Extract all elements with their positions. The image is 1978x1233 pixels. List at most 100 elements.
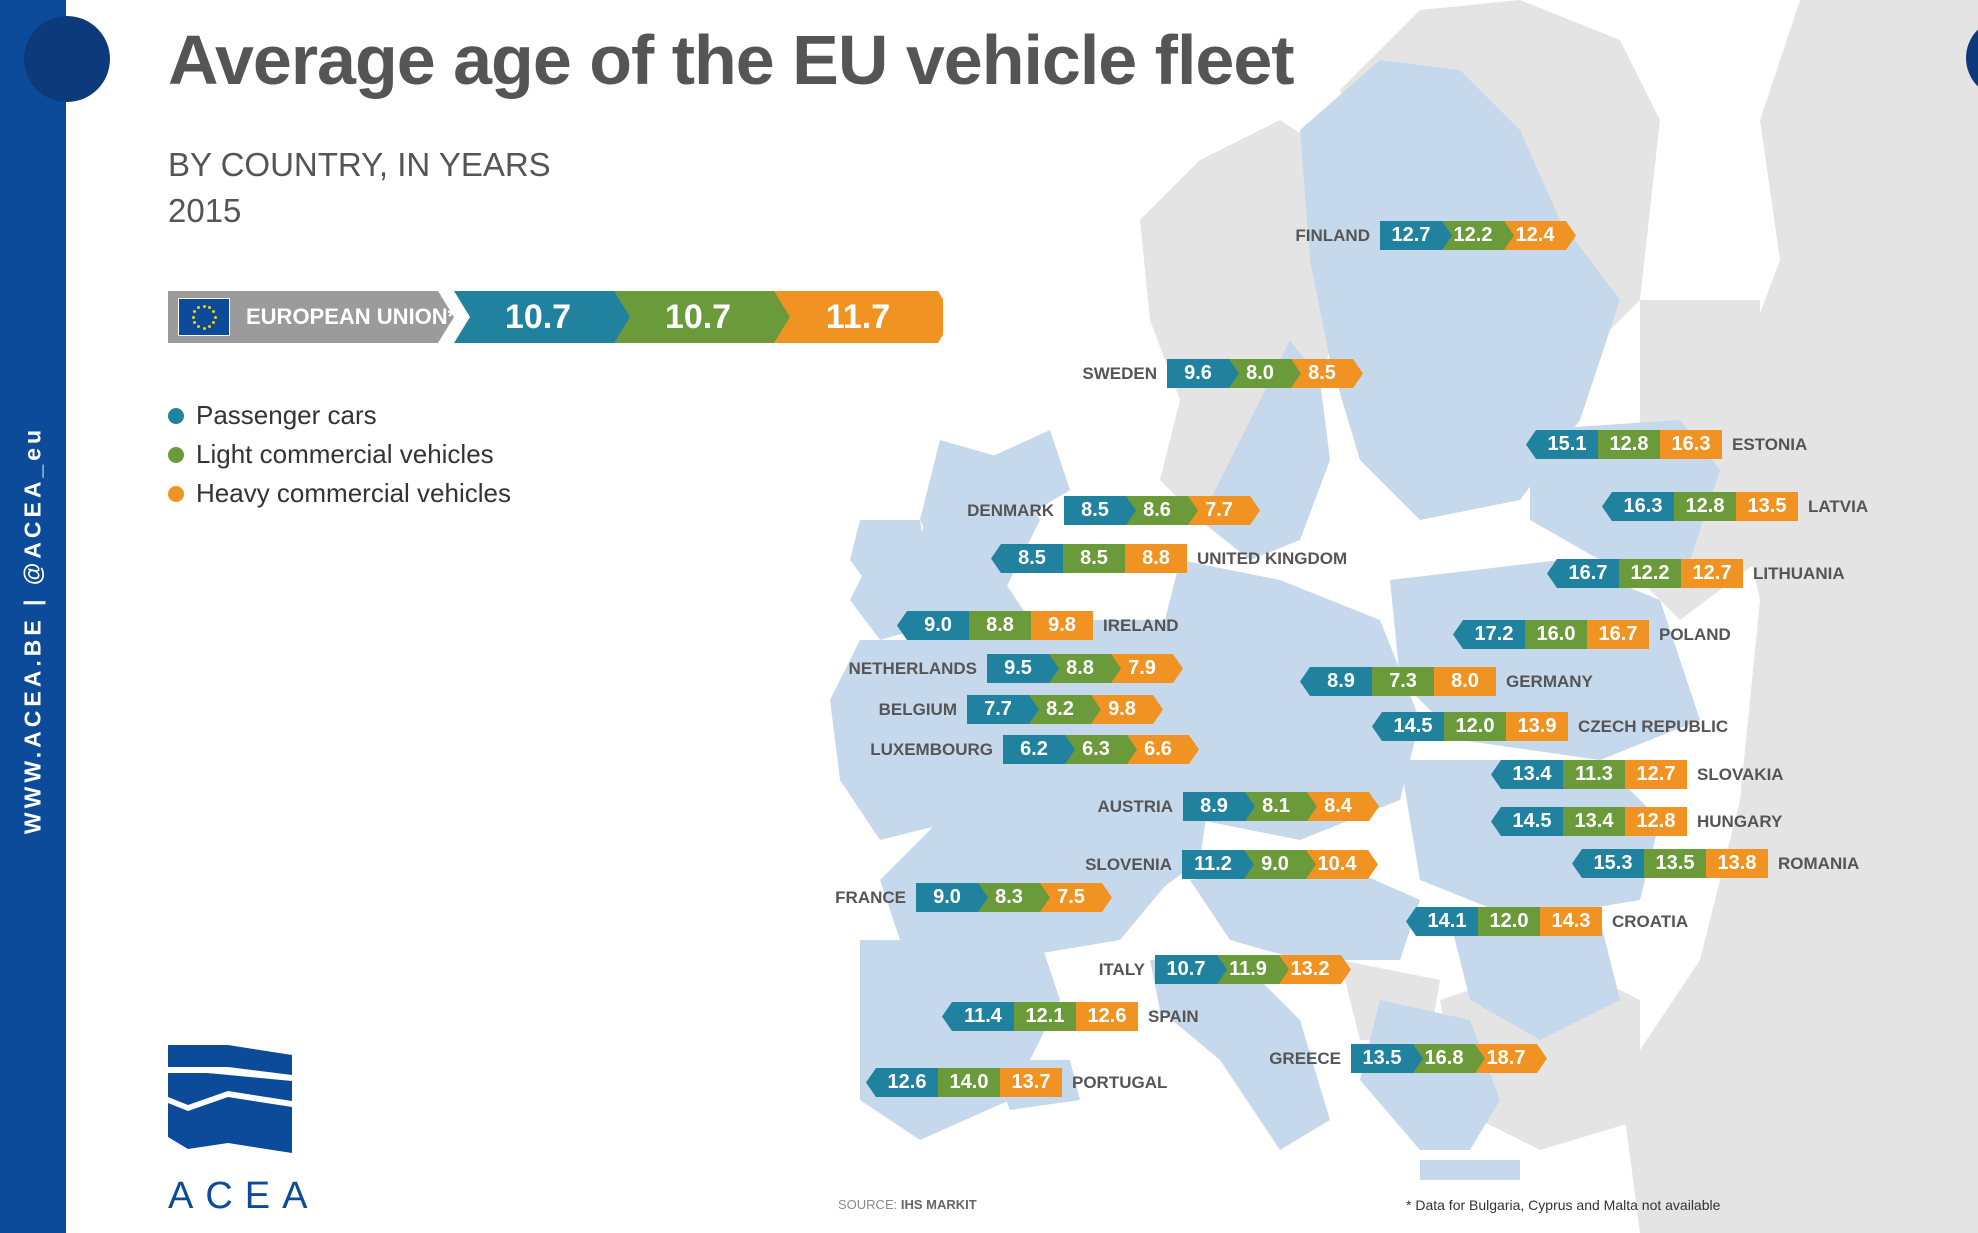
light-value: 16.0 (1536, 623, 1576, 645)
eu-passenger-value: 10.7 (504, 297, 572, 336)
country-name: FINLAND (1295, 226, 1370, 245)
country-chevrons (1406, 907, 1602, 936)
heavy-value: 7.5 (1057, 886, 1085, 908)
light-chevron (1588, 430, 1660, 459)
light-chevron (1229, 359, 1301, 388)
passenger-chevron (1182, 850, 1254, 879)
eu-star (197, 305, 200, 309)
eu-star (212, 310, 216, 313)
light-chevron (1245, 792, 1317, 821)
passenger-chevron (942, 1002, 1014, 1031)
country-chevrons (1526, 430, 1722, 459)
country-chevrons (1155, 955, 1351, 984)
country-name: DENMARK (967, 501, 1054, 520)
passenger-value: 7.7 (984, 698, 1012, 720)
light-chevron (1515, 620, 1587, 649)
light-value: 8.3 (995, 886, 1023, 908)
light-value: 8.8 (986, 614, 1014, 636)
passenger-chevron (1155, 955, 1227, 984)
country-name: BELGIUM (878, 700, 957, 719)
country-name: LATVIA (1808, 497, 1869, 516)
light-chevron (1442, 221, 1514, 250)
country-chevrons (1183, 792, 1379, 821)
heavy-value: 12.8 (1636, 810, 1676, 832)
country-chevrons (1351, 1044, 1547, 1073)
eu-label: EUROPEAN UNION* (246, 304, 457, 329)
light-chevron (928, 1068, 1000, 1097)
heavy-chevron (1111, 654, 1183, 683)
passenger-chevron (1491, 760, 1563, 789)
legend-item-light: Light commercial vehicles (168, 435, 511, 474)
passenger-value: 12.7 (1391, 224, 1431, 246)
eu-star (202, 326, 206, 330)
country-name: POLAND (1659, 625, 1731, 644)
light-value: 8.6 (1143, 499, 1171, 521)
country-luxembourg: 6.2 6.3 6.6 LUXEMBOURG (870, 735, 1199, 764)
passenger-chevron (1372, 712, 1444, 741)
heavy-value: 9.8 (1108, 698, 1136, 720)
light-value: 12.0 (1455, 715, 1495, 737)
passenger-value: 14.5 (1512, 810, 1552, 832)
light-value: 11.9 (1229, 958, 1267, 980)
light-value: 8.1 (1262, 795, 1290, 817)
country-name: SLOVENIA (1085, 855, 1172, 874)
passenger-chevron (1547, 559, 1619, 588)
passenger-chevron (1602, 492, 1674, 521)
light-value: 13.4 (1574, 810, 1614, 832)
light-chevron (1553, 807, 1625, 836)
country-chevrons (1547, 559, 1743, 588)
passenger-chevron (866, 1068, 938, 1097)
country-belgium: 7.7 8.2 9.8 BELGIUM (879, 695, 1163, 724)
heavy-chevron (1188, 496, 1260, 525)
heavy-value: 12.4 (1515, 224, 1555, 246)
light-value: 16.8 (1424, 1047, 1464, 1069)
passenger-chevron (1453, 620, 1525, 649)
country-france: 9.0 8.3 7.5 FRANCE (835, 883, 1112, 912)
heavy-chevron (1650, 430, 1722, 459)
eu-star (197, 325, 200, 329)
passenger-chevron (1167, 359, 1239, 388)
light-value: 9.0 (1261, 853, 1289, 875)
country-romania: 15.3 13.5 13.8 ROMANIA (1572, 849, 1859, 878)
acea-logo-icon (167, 1045, 293, 1160)
light-chevron (1413, 1044, 1485, 1073)
country-croatia: 14.1 12.0 14.3 CROATIA (1406, 907, 1688, 936)
eu-heavy-value: 11.7 (825, 297, 891, 336)
country-name: LITHUANIA (1753, 564, 1845, 583)
passenger-chevron (1003, 735, 1075, 764)
light-value: 12.8 (1609, 433, 1649, 455)
light-value: 12.1 (1025, 1005, 1065, 1027)
passenger-chevron (1526, 430, 1598, 459)
light-chevron (1217, 955, 1289, 984)
country-chevrons (866, 1068, 1062, 1097)
eu-star (213, 315, 217, 319)
heavy-value: 8.4 (1324, 795, 1352, 817)
country-name: PORTUGAL (1072, 1073, 1168, 1092)
passenger-value: 16.3 (1623, 495, 1663, 517)
passenger-value: 11.4 (964, 1005, 1002, 1027)
light-value: 8.2 (1046, 698, 1074, 720)
legend-item-heavy: Heavy commercial vehicles (168, 474, 511, 513)
heavy-chevron (1671, 559, 1743, 588)
heavy-chevron (1307, 792, 1379, 821)
country-chevrons (1602, 492, 1798, 521)
passenger-chevron (1572, 849, 1644, 878)
country-name: SWEDEN (1082, 364, 1157, 383)
country-name: SLOVAKIA (1697, 765, 1784, 784)
passenger-value: 12.6 (887, 1071, 927, 1093)
country-chevrons (1167, 359, 1363, 388)
heavy-value: 12.7 (1636, 763, 1676, 785)
page-title: Average age of the EU vehicle fleet (168, 21, 1295, 99)
light-value: 12.0 (1489, 910, 1529, 932)
heavy-value: 8.5 (1308, 362, 1336, 384)
heavy-chevron (1530, 907, 1602, 936)
country-finland: 12.7 12.2 12.4 FINLAND (1295, 221, 1576, 250)
passenger-value: 8.5 (1018, 547, 1046, 569)
heavy-value: 12.7 (1692, 562, 1732, 584)
legend-label: Passenger cars (196, 400, 377, 430)
light-chevron (1664, 492, 1736, 521)
legend-dot-heavy (168, 485, 184, 502)
footnote: * Data for Bulgaria, Cyprus and Malta no… (1406, 1197, 1721, 1213)
heavy-value: 13.2 (1290, 958, 1330, 980)
country-name: NETHERLANDS (848, 659, 977, 678)
